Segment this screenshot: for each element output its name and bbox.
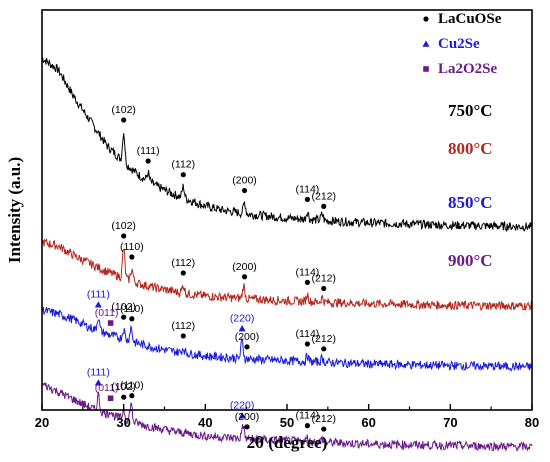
legend-label-0: LaCuOSe xyxy=(438,11,502,27)
peak-marker-0-0 xyxy=(121,117,127,123)
peak-marker-1-4 xyxy=(304,279,311,285)
legend-marker-2 xyxy=(423,66,429,72)
peak-marker-2-1 xyxy=(107,320,114,326)
x-axis: 20 30 40 50 60 70 80 xyxy=(35,404,539,430)
peak-marker-0-4 xyxy=(304,196,311,202)
peak-label-1-5: (212) xyxy=(311,273,336,285)
series-line-2 xyxy=(42,306,533,373)
legend-marker-0 xyxy=(423,16,429,22)
annotation-layer: (102)(111)(112)(200)(114)(212)(102)(110)… xyxy=(87,104,336,432)
peak-label-0-1: (111) xyxy=(137,145,160,157)
peak-marker-1-5 xyxy=(321,285,327,292)
x-tick-label-2: 40 xyxy=(198,415,212,430)
y-axis-label: Intensity (a.u.) xyxy=(5,157,24,263)
peak-label-0-2: (112) xyxy=(171,159,195,171)
peak-label-2-2: (102) xyxy=(111,301,136,313)
peak-marker-3-2 xyxy=(121,394,127,400)
peak-marker-2-2 xyxy=(121,314,127,320)
x-tick-label-1: 30 xyxy=(116,415,130,430)
peak-label-1-4: (114) xyxy=(296,266,320,278)
peak-label-2-7: (114) xyxy=(296,328,320,340)
peak-label-2-0: (111) xyxy=(87,289,110,301)
peak-label-2-3: (110) xyxy=(120,303,144,315)
x-tick-label-0: 20 xyxy=(35,415,49,430)
peak-label-3-1: (011) xyxy=(95,382,119,394)
temperature-label-1: 800°C xyxy=(448,139,493,158)
peak-marker-3-6 xyxy=(304,423,311,429)
peak-marker-2-6 xyxy=(244,344,250,350)
peak-marker-2-7 xyxy=(304,341,311,347)
peak-label-3-0: (111) xyxy=(87,367,110,379)
peak-marker-0-1 xyxy=(145,158,151,164)
temperature-label-2: 850°C xyxy=(448,193,493,212)
peak-marker-0-2 xyxy=(180,172,186,178)
peak-marker-1-2 xyxy=(180,270,186,276)
peak-marker-2-4 xyxy=(180,333,186,339)
legend-label-1: Cu2Se xyxy=(438,36,480,52)
peak-label-2-5: (220) xyxy=(230,313,255,325)
peak-marker-3-3 xyxy=(129,393,135,399)
x-tick-label-3: 50 xyxy=(280,415,294,430)
peak-label-3-3: (110) xyxy=(120,380,144,392)
series-line-0 xyxy=(41,57,533,233)
peak-marker-3-5 xyxy=(244,424,250,430)
peak-marker-2-3 xyxy=(129,316,135,322)
temperature-labels: 750°C 800°C 850°C 900°C xyxy=(448,101,493,270)
peak-marker-3-7 xyxy=(321,426,327,432)
temperature-label-3: 900°C xyxy=(448,251,493,270)
peak-label-2-1: (011) xyxy=(95,307,119,319)
peak-label-0-4: (114) xyxy=(296,183,320,195)
peak-label-1-0: (102) xyxy=(111,220,136,232)
legend: LaCuOSe Cu2Se La2O2Se xyxy=(422,11,502,77)
peak-label-2-6: (200) xyxy=(235,331,260,343)
peak-label-0-3: (200) xyxy=(232,175,257,187)
peak-label-1-3: (200) xyxy=(232,261,257,273)
legend-marker-1 xyxy=(422,40,430,47)
peak-label-3-2: (102) xyxy=(111,381,136,393)
temperature-label-0: 750°C xyxy=(448,101,493,120)
x-tick-label-6: 80 xyxy=(525,415,539,430)
peak-label-1-2: (112) xyxy=(171,257,195,269)
peak-label-3-5: (200) xyxy=(235,411,260,423)
peak-marker-2-5 xyxy=(238,325,246,332)
peak-marker-1-1 xyxy=(129,254,135,260)
x-tick-label-4: 60 xyxy=(361,415,375,430)
peak-label-0-0: (102) xyxy=(111,104,136,116)
peak-marker-2-0 xyxy=(94,301,102,308)
peak-label-3-6: (114) xyxy=(296,410,320,422)
peak-marker-3-0 xyxy=(94,379,102,386)
peak-marker-2-8 xyxy=(321,346,327,352)
peak-label-1-1: (110) xyxy=(120,241,144,253)
peak-marker-3-4 xyxy=(238,412,246,419)
peak-label-0-5: (212) xyxy=(311,190,336,202)
peak-label-3-4: (220) xyxy=(230,400,255,412)
peak-marker-1-3 xyxy=(241,274,248,280)
peak-marker-1-0 xyxy=(121,233,127,239)
peak-label-2-8: (212) xyxy=(311,333,336,345)
x-axis-label: 2θ (degree) xyxy=(247,433,328,452)
legend-label-2: La2O2Se xyxy=(438,61,498,77)
peak-label-2-4: (112) xyxy=(171,320,195,332)
peak-marker-0-3 xyxy=(241,187,248,194)
peak-label-3-7: (212) xyxy=(311,413,336,425)
peak-marker-3-1 xyxy=(107,395,114,402)
series-line-1 xyxy=(41,237,533,312)
peak-marker-0-5 xyxy=(321,203,327,209)
x-tick-label-5: 70 xyxy=(443,415,457,430)
